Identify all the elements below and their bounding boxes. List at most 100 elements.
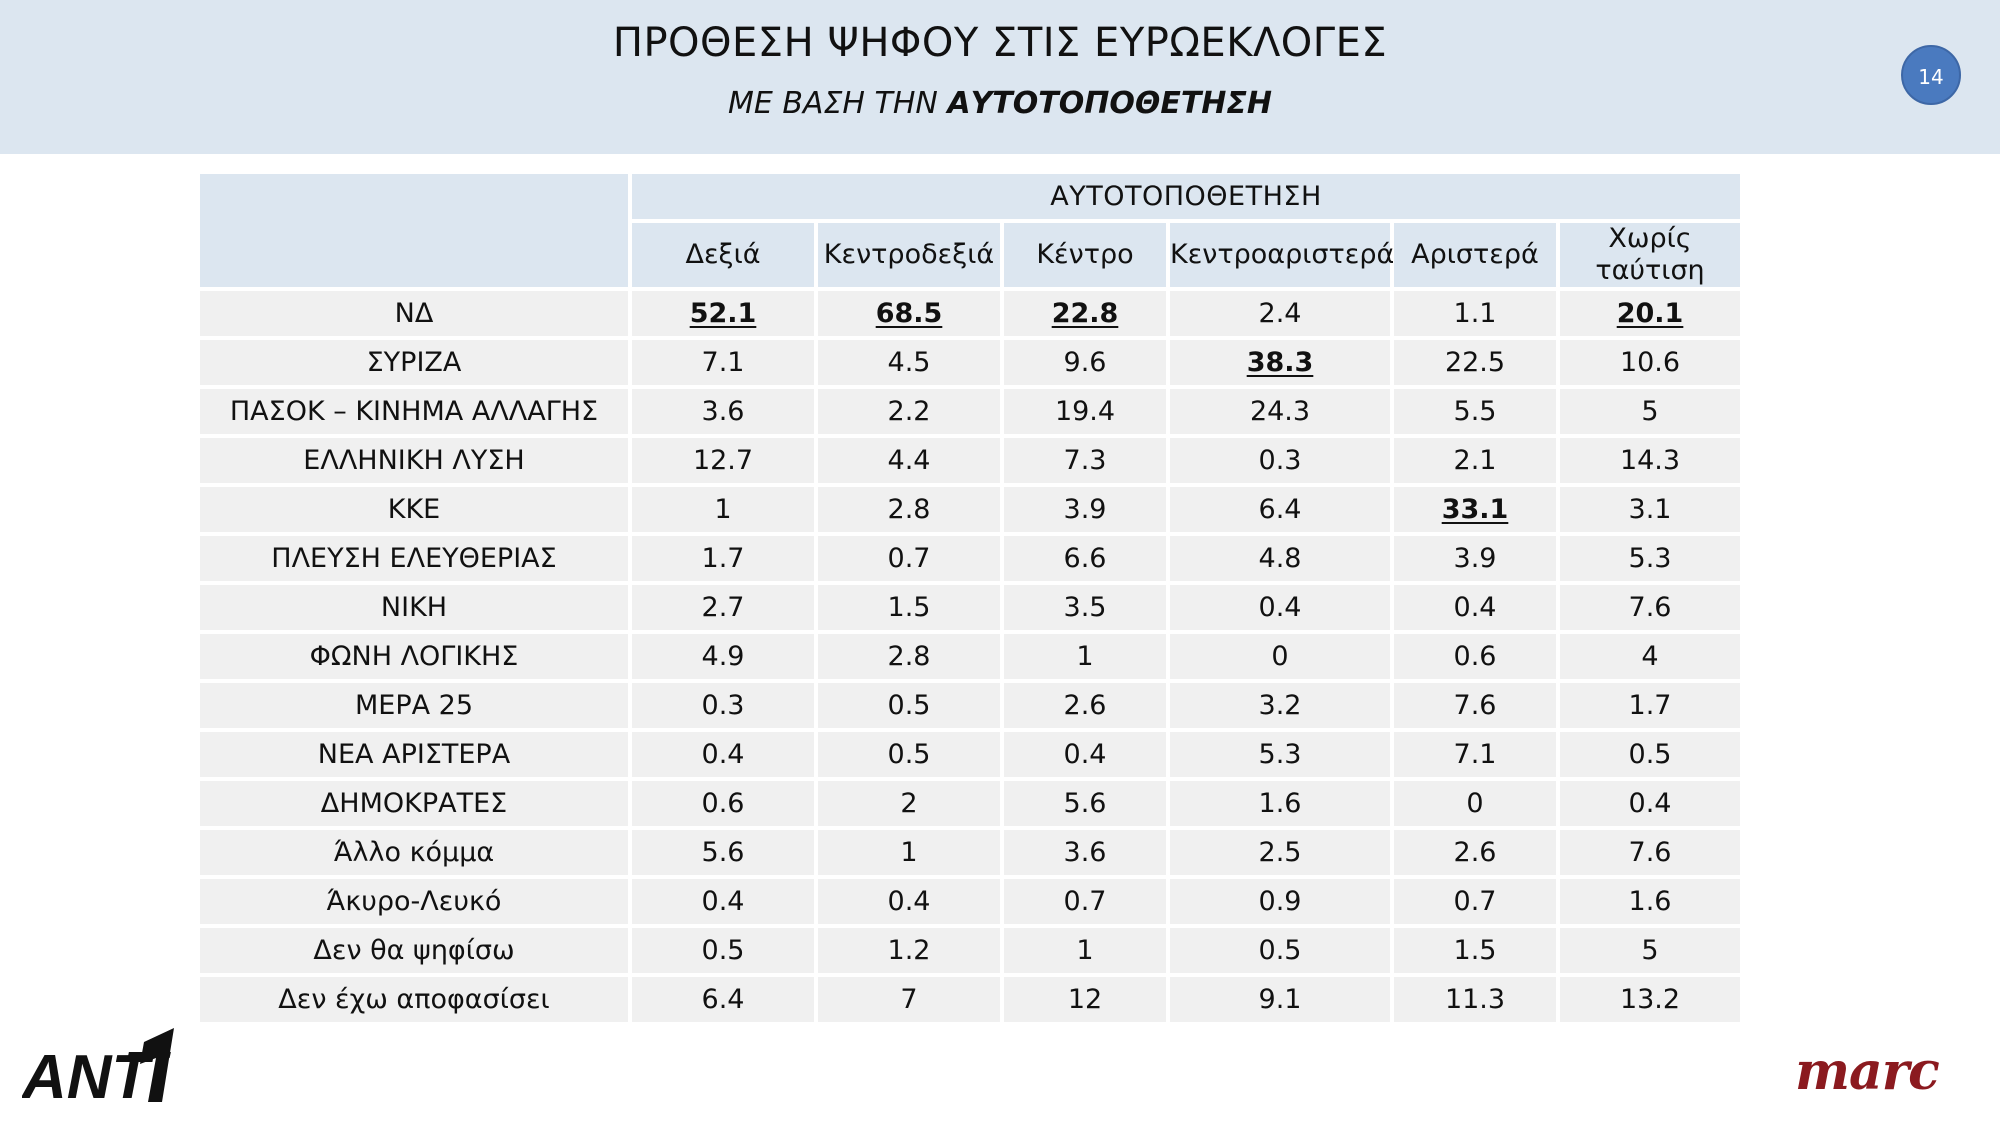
- value-cell: 19.4: [1004, 389, 1166, 434]
- ant1-logo: ANT: [22, 1028, 174, 1102]
- value-cell: 4.5: [818, 340, 1000, 385]
- value-cell: 11.3: [1394, 977, 1556, 1022]
- value-cell: 1.7: [1560, 683, 1741, 728]
- value-cell: 3.9: [1394, 536, 1556, 581]
- value-cell: 3.6: [632, 389, 814, 434]
- value-cell: 0.7: [1004, 879, 1166, 924]
- row-label: ΠΑΣΟΚ – ΚΙΝΗΜΑ ΑΛΛΑΓΗΣ: [200, 389, 628, 434]
- row-label: Δεν θα ψηφίσω: [200, 928, 628, 973]
- row-label: ΕΛΛΗΝΙΚΗ ΛΥΣΗ: [200, 438, 628, 483]
- row-label: ΜΕΡΑ 25: [200, 683, 628, 728]
- ant1-logo-bar: [127, 1052, 171, 1058]
- value-cell: 4: [1560, 634, 1741, 679]
- value-cell: 5: [1560, 928, 1741, 973]
- value-cell: 0.9: [1170, 879, 1390, 924]
- value-cell: 12: [1004, 977, 1166, 1022]
- value-cell: 14.3: [1560, 438, 1741, 483]
- value-cell: 2.4: [1170, 291, 1390, 336]
- row-label: ΚΚΕ: [200, 487, 628, 532]
- value-cell: 7.3: [1004, 438, 1166, 483]
- page-number-badge: 14: [1901, 45, 1961, 105]
- slide-title: ΠΡΟΘΕΣΗ ΨΗΦΟΥ ΣΤΙΣ ΕΥΡΩΕΚΛΟΓΕΣ: [612, 20, 1388, 66]
- value-cell: 0.4: [1560, 781, 1741, 826]
- table-row: ΠΛΕΥΣΗ ΕΛΕΥΘΕΡΙΑΣ 1.7 0.7 6.6 4.8 3.9 5.3: [200, 536, 1741, 581]
- value-cell: 20.1: [1560, 291, 1741, 336]
- value-cell: 0.5: [818, 732, 1000, 777]
- slide-subtitle: ΜΕ ΒΑΣΗ ΤΗΝ ΑΥΤΟΤΟΠΟΘΕΤΗΣΗ: [0, 86, 2000, 121]
- value-cell: 2.8: [818, 634, 1000, 679]
- value-cell: 68.5: [818, 291, 1000, 336]
- value-cell: 22.5: [1394, 340, 1556, 385]
- value-cell: 0.3: [632, 683, 814, 728]
- value-cell: 0.5: [1560, 732, 1741, 777]
- table-row: ΠΑΣΟΚ – ΚΙΝΗΜΑ ΑΛΛΑΓΗΣ 3.6 2.2 19.4 24.3 5.5 5: [200, 389, 1741, 434]
- value-cell: 1.6: [1560, 879, 1741, 924]
- row-label: ΦΩΝΗ ΛΟΓΙΚΗΣ: [200, 634, 628, 679]
- table-row: ΝΕΑ ΑΡΙΣΤΕΡΑ 0.4 0.5 0.4 5.3 7.1 0.5: [200, 732, 1741, 777]
- table-row: ΕΛΛΗΝΙΚΗ ΛΥΣΗ 12.7 4.4 7.3 0.3 2.1 14.3: [200, 438, 1741, 483]
- value-cell: 2.8: [818, 487, 1000, 532]
- row-label: ΣΥΡΙΖΑ: [200, 340, 628, 385]
- table-row: Άλλο κόμμα 5.6 1 3.6 2.5 2.6 7.6: [200, 830, 1741, 875]
- table-row: Δεν θα ψηφίσω 0.5 1.2 1 0.5 1.5 5: [200, 928, 1741, 973]
- value-cell: 3.9: [1004, 487, 1166, 532]
- value-cell: 3.5: [1004, 585, 1166, 630]
- value-cell: 3.6: [1004, 830, 1166, 875]
- value-cell: 3.1: [1560, 487, 1741, 532]
- value-cell: 6.6: [1004, 536, 1166, 581]
- group-header: ΑΥΤΟΤΟΠΟΘΕΤΗΣΗ: [632, 174, 1741, 219]
- value-cell: 0: [1170, 634, 1390, 679]
- value-cell: 0.3: [1170, 438, 1390, 483]
- value-cell: 9.1: [1170, 977, 1390, 1022]
- subtitle-emphasis: ΑΥΤΟΤΟΠΟΘΕΤΗΣΗ: [947, 86, 1273, 121]
- row-label: ΝΕΑ ΑΡΙΣΤΕΡΑ: [200, 732, 628, 777]
- value-cell: 1.1: [1394, 291, 1556, 336]
- table-row: Άκυρο-Λευκό 0.4 0.4 0.7 0.9 0.7 1.6: [200, 879, 1741, 924]
- value-cell: 5.6: [1004, 781, 1166, 826]
- value-cell: 0.6: [1394, 634, 1556, 679]
- value-cell: 0.7: [818, 536, 1000, 581]
- value-cell: 1: [818, 830, 1000, 875]
- value-text: 38.3: [1246, 347, 1314, 378]
- table-row: ΣΥΡΙΖΑ 7.1 4.5 9.6 38.3 22.5 10.6: [200, 340, 1741, 385]
- column-header: Δεξιά: [632, 223, 814, 287]
- value-cell: 38.3: [1170, 340, 1390, 385]
- value-text: 22.8: [1051, 298, 1119, 329]
- table-row: ΝΙΚΗ 2.7 1.5 3.5 0.4 0.4 7.6: [200, 585, 1741, 630]
- ant1-logo-text: ANT: [22, 1043, 155, 1102]
- column-header: Κεντροδεξιά: [818, 223, 1000, 287]
- row-label: ΔΗΜΟΚΡΑΤΕΣ: [200, 781, 628, 826]
- value-cell: 2.6: [1394, 830, 1556, 875]
- value-cell: 7.6: [1560, 830, 1741, 875]
- value-cell: 6.4: [632, 977, 814, 1022]
- value-cell: 0.5: [818, 683, 1000, 728]
- ant1-logo-one: [140, 1028, 174, 1102]
- value-cell: 2.1: [1394, 438, 1556, 483]
- value-cell: 2.7: [632, 585, 814, 630]
- value-cell: 2: [818, 781, 1000, 826]
- value-cell: 5.3: [1170, 732, 1390, 777]
- column-header: Αριστερά: [1394, 223, 1556, 287]
- value-cell: 2.5: [1170, 830, 1390, 875]
- value-cell: 9.6: [1004, 340, 1166, 385]
- table-row: ΦΩΝΗ ΛΟΓΙΚΗΣ 4.9 2.8 1 0 0.6 4: [200, 634, 1741, 679]
- column-header-row: Δεξιά Κεντροδεξιά Κέντρο Κεντροαριστερά Αρισ…: [200, 223, 1741, 287]
- value-cell: 5: [1560, 389, 1741, 434]
- value-cell: 4.4: [818, 438, 1000, 483]
- value-cell: 3.2: [1170, 683, 1390, 728]
- value-text: 20.1: [1616, 298, 1684, 329]
- table-row: ΝΔ 52.1 68.5 22.8 2.4 1.1 20.1: [200, 291, 1741, 336]
- row-label: Άλλο κόμμα: [200, 830, 628, 875]
- value-cell: 0.7: [1394, 879, 1556, 924]
- value-cell: 2.6: [1004, 683, 1166, 728]
- subtitle-prefix: ΜΕ ΒΑΣΗ ΤΗΝ: [727, 86, 948, 121]
- column-header: Χωρίς ταύτιση: [1560, 223, 1741, 287]
- value-cell: 12.7: [632, 438, 814, 483]
- row-label: ΠΛΕΥΣΗ ΕΛΕΥΘΕΡΙΑΣ: [200, 536, 628, 581]
- value-cell: 0.4: [632, 732, 814, 777]
- value-cell: 1.7: [632, 536, 814, 581]
- row-label: Άκυρο-Λευκό: [200, 879, 628, 924]
- row-label: ΝΙΚΗ: [200, 585, 628, 630]
- table-row: ΚΚΕ 1 2.8 3.9 6.4 33.1 3.1: [200, 487, 1741, 532]
- results-table: ΑΥΤΟΤΟΠΟΘΕΤΗΣΗ Δεξιά Κεντροδεξιά Κέντρο Κεν…: [196, 170, 1744, 1026]
